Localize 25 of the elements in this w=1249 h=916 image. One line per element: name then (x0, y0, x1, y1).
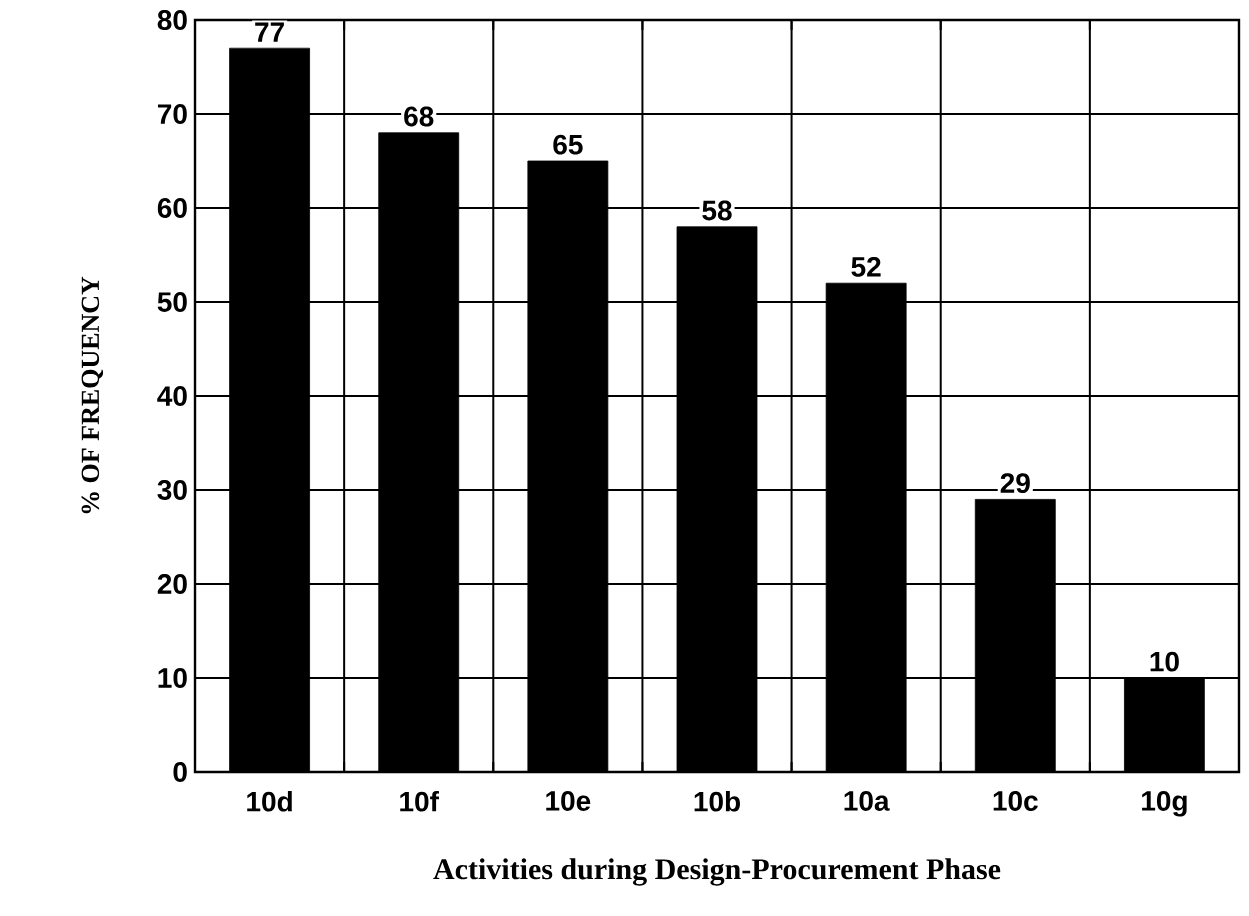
data-label: 68 (404, 106, 434, 127)
x-axis-title: Activities during Design-Procurement Phase (433, 858, 1001, 886)
y-tick-label: 20 (157, 574, 187, 594)
y-tick-label: 60 (157, 198, 187, 218)
x-tick-label: 10b (694, 791, 740, 812)
x-tick-label: 10c (993, 791, 1038, 811)
data-label: 29 (1000, 473, 1030, 493)
x-tick-label: 10f (400, 791, 439, 812)
x-tick-label: 10a (844, 791, 890, 811)
y-tick-label: 50 (157, 292, 187, 312)
x-tick-label: 10g (1142, 791, 1187, 817)
y-tick-label: 40 (157, 386, 187, 406)
data-label: 65 (553, 134, 583, 155)
data-label: 52 (851, 256, 881, 277)
data-label: 58 (702, 200, 732, 221)
y-tick-label: 70 (157, 104, 187, 124)
x-tick-label: 10d (247, 791, 292, 812)
y-tick-label: 10 (158, 668, 187, 688)
data-label: 10 (1150, 651, 1179, 672)
x-tick-label: 10e (546, 791, 591, 811)
y-tick-label: 80 (157, 10, 187, 30)
y-tick-label: 30 (157, 480, 187, 500)
data-label: 77 (255, 22, 284, 42)
y-axis-title: % OF FREQUENCY (81, 276, 104, 514)
y-tick-label: 0 (173, 762, 187, 782)
